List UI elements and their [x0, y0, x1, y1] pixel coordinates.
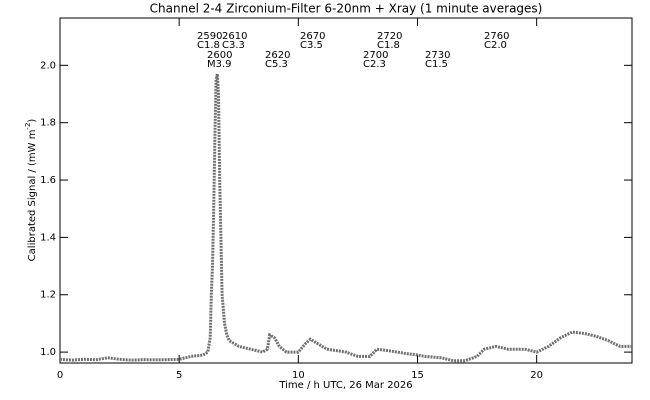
flare-id: 2720 [377, 31, 402, 42]
x-tick-label: 20 [530, 370, 543, 381]
x-tick-label: 5 [176, 370, 182, 381]
flare-class: C1.8 [377, 40, 400, 51]
flare-class: C1.5 [425, 59, 448, 70]
flare-id: 2670 [300, 31, 325, 42]
y-label-main: Calibrated Signal / (mW m [27, 130, 38, 262]
plot-frame [59, 17, 633, 364]
x-tick-label: 15 [411, 370, 424, 381]
y-tick-label: 1.8 [40, 118, 56, 129]
y-label-end: ) [27, 119, 38, 123]
flare-id: 2600 [207, 50, 232, 61]
flare-id: 2610 [222, 31, 247, 42]
flare-class: C2.3 [363, 59, 386, 70]
flare-class: C1.8 [197, 40, 220, 51]
y-tick-label: 1.2 [40, 290, 56, 301]
x-axis-label: Time / h UTC, 26 Mar 2026 [278, 380, 412, 391]
flare-class: M3.9 [207, 59, 232, 70]
flare-id: 2760 [484, 31, 509, 42]
flare-id: 2730 [425, 50, 450, 61]
y-label-sup: -2 [24, 123, 32, 130]
chart-title: Channel 2-4 Zirconium-Filter 6-20nm + Xr… [150, 2, 543, 16]
flare-class: C2.0 [484, 40, 507, 51]
flare-id: 2590 [197, 31, 222, 42]
x-tick-label: 0 [57, 370, 63, 381]
flare-class: C3.3 [222, 40, 245, 51]
y-tick-label: 2.0 [40, 60, 56, 71]
flare-id: 2620 [265, 50, 290, 61]
signal-line [59, 73, 632, 363]
y-tick-label: 1.0 [40, 347, 56, 358]
y-tick-label: 1.6 [40, 175, 56, 186]
flare-class: C5.3 [265, 59, 288, 70]
x-tick-label: 10 [292, 370, 305, 381]
y-tick-label: 1.4 [40, 232, 56, 243]
y-axis-label: Calibrated Signal / (mW m-2) [24, 119, 38, 262]
flare-id: 2700 [363, 50, 388, 61]
flare-class: C3.5 [300, 40, 323, 51]
